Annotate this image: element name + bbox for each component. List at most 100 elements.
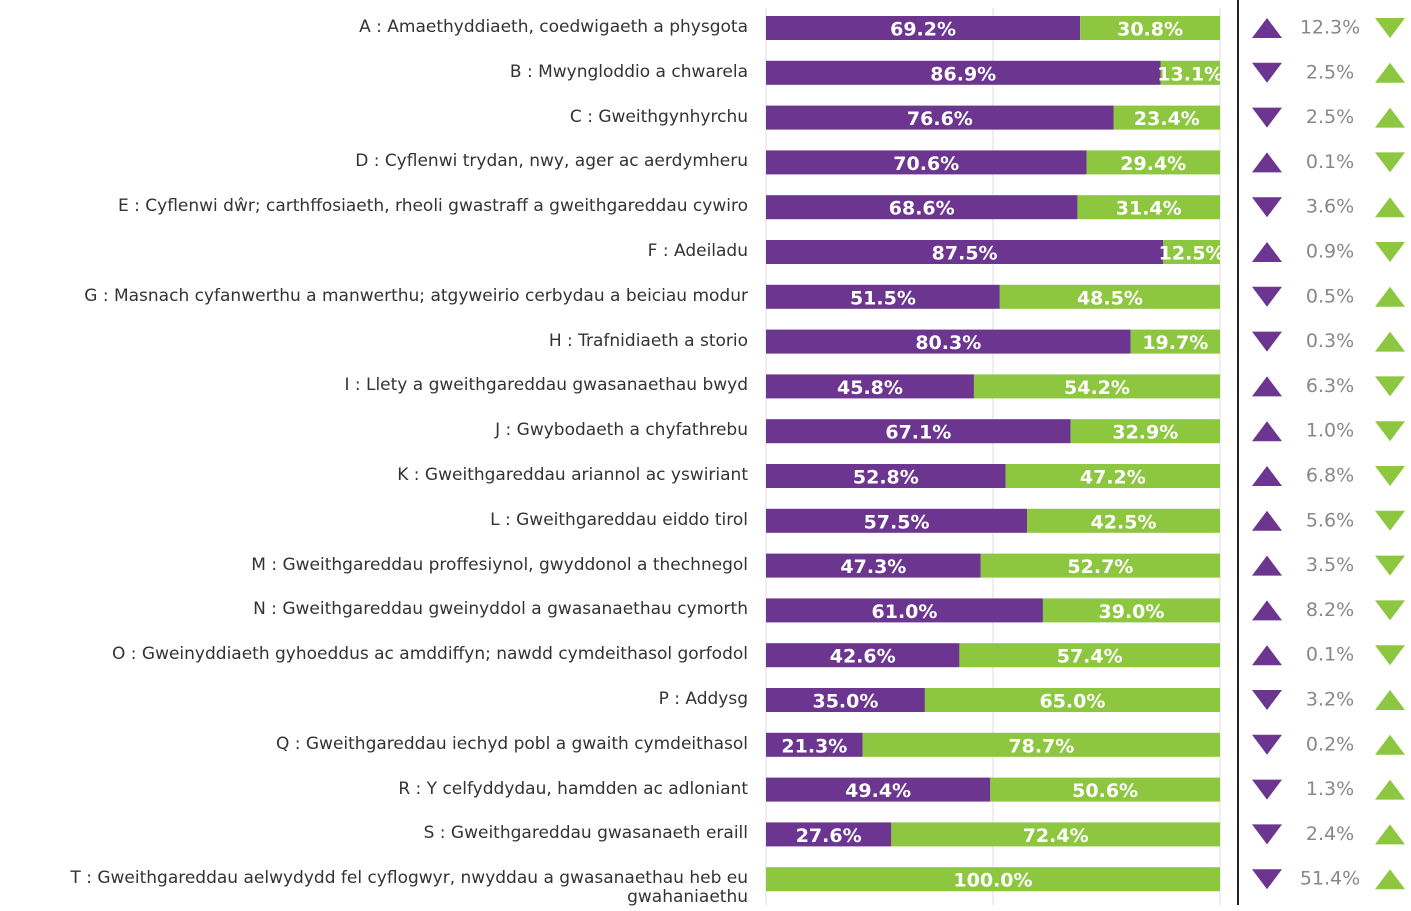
direction-arrow [1375, 734, 1405, 755]
category-label: D : Cyflenwi trydan, nwy, ager ac aerdym… [355, 151, 748, 172]
change-label: 1.0% [1306, 420, 1354, 442]
change-label: 0.1% [1306, 644, 1354, 666]
change-label: 12.3% [1300, 17, 1360, 39]
direction-arrow [1252, 600, 1282, 621]
direction-arrow [1375, 510, 1405, 531]
value-label: 12.5% [1159, 243, 1225, 265]
bar-segment [766, 329, 1131, 354]
bar-segment [959, 643, 1220, 668]
value-label: 47.3% [840, 556, 906, 578]
bar-segment [766, 598, 1043, 623]
direction-arrow [1375, 107, 1405, 128]
category-label: T : Gweithgareddau aelwydydd fel cyflogw… [70, 868, 748, 908]
value-label: 51.5% [850, 287, 916, 309]
bar-segment [766, 508, 1028, 533]
value-label: 52.7% [1067, 556, 1133, 578]
change-label: 1.3% [1306, 778, 1354, 800]
direction-arrow [1375, 645, 1405, 666]
direction-arrow [1252, 152, 1282, 173]
direction-arrow [1252, 286, 1282, 307]
bar-segment [766, 688, 925, 712]
value-label: 52.8% [853, 467, 919, 489]
change-label: 3.2% [1306, 689, 1354, 711]
value-label: 57.5% [864, 511, 930, 533]
category-label: I : Llety a gweithgareddau gwasanaethau … [344, 375, 748, 396]
bar-segment [766, 777, 991, 802]
value-label: 19.7% [1142, 332, 1208, 354]
bar-segment [1005, 464, 1220, 488]
bar-segment [766, 240, 1164, 264]
bar-segment [766, 822, 892, 847]
bar-segment [766, 195, 1078, 220]
change-label: 3.5% [1306, 554, 1354, 576]
change-label: 6.3% [1306, 375, 1354, 397]
direction-arrow [1252, 242, 1282, 262]
category-label: J : Gwybodaeth a chyfathrebu [495, 420, 748, 441]
value-label: 86.9% [930, 63, 996, 85]
value-label: 35.0% [812, 691, 878, 713]
bar-segment [766, 867, 1220, 892]
bar-segment [766, 150, 1087, 175]
bar-segment [924, 688, 1220, 712]
direction-arrow [1252, 18, 1282, 38]
direction-arrow [1252, 690, 1282, 710]
direction-arrow [1252, 376, 1282, 397]
direction-arrow [1252, 734, 1282, 755]
bar-segment [891, 822, 1220, 847]
value-label: 27.6% [796, 825, 862, 847]
bar-segment [1086, 150, 1220, 175]
value-label: 54.2% [1064, 377, 1130, 399]
change-label: 2.5% [1306, 61, 1354, 83]
value-label: 42.6% [830, 646, 896, 668]
category-label: S : Gweithgareddau gwasanaeth eraill [423, 823, 748, 844]
value-label: 50.6% [1072, 780, 1138, 802]
change-label: 2.4% [1306, 823, 1354, 845]
value-label: 39.0% [1099, 601, 1165, 623]
direction-arrow [1252, 645, 1282, 666]
direction-arrow [1375, 152, 1405, 173]
value-label: 57.4% [1057, 646, 1123, 668]
bar-segment [1160, 60, 1220, 85]
value-label: 31.4% [1116, 198, 1182, 220]
direction-arrow [1375, 286, 1405, 307]
bar-segment [980, 553, 1220, 578]
value-label: 65.0% [1039, 691, 1105, 713]
direction-arrow [1375, 555, 1405, 576]
direction-arrow [1375, 242, 1405, 262]
value-label: 45.8% [837, 377, 903, 399]
value-label: 100.0% [953, 870, 1032, 892]
change-label: 51.4% [1300, 868, 1360, 890]
bar-segment [766, 643, 960, 668]
value-label: 87.5% [932, 243, 998, 265]
bar-segment [1130, 329, 1220, 354]
direction-arrow [1252, 466, 1282, 486]
bar-segment [766, 419, 1071, 444]
bar-segment [990, 777, 1220, 802]
change-label: 3.6% [1306, 196, 1354, 218]
direction-arrow [1375, 824, 1405, 845]
bar-segment [973, 374, 1220, 399]
category-label: C : Gweithgynhyrchu [569, 106, 748, 127]
direction-arrow [1252, 421, 1282, 442]
category-label: K : Gweithgareddau ariannol ac yswiriant [397, 465, 748, 485]
bar-segment [1163, 240, 1220, 264]
value-label: 67.1% [885, 422, 951, 444]
bar-segment [1070, 419, 1220, 444]
direction-arrow [1252, 779, 1282, 800]
direction-arrow [1375, 376, 1405, 397]
change-label: 0.9% [1306, 241, 1354, 263]
bar-segment [1077, 195, 1220, 220]
value-label: 23.4% [1134, 108, 1200, 130]
value-label: 72.4% [1023, 825, 1089, 847]
direction-arrow [1375, 600, 1405, 621]
change-label: 0.5% [1306, 285, 1354, 307]
value-label: 30.8% [1117, 19, 1183, 41]
direction-arrow [1375, 779, 1405, 800]
value-label: 80.3% [915, 332, 981, 354]
category-label: F : Adeiladu [647, 241, 748, 261]
direction-arrow [1252, 824, 1282, 845]
bar-segment [766, 105, 1114, 130]
bar-segment [766, 464, 1006, 488]
bar-segment [766, 16, 1081, 40]
